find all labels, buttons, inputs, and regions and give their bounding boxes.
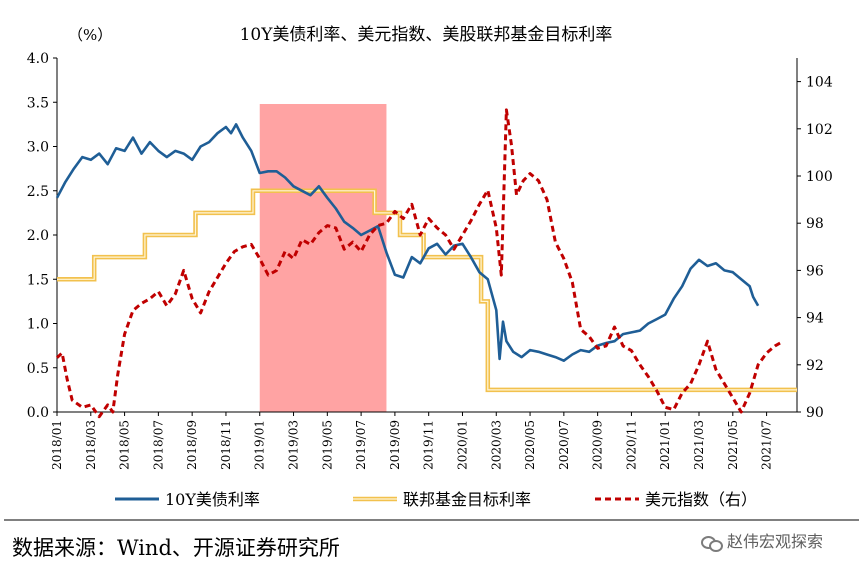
wechat-icon <box>700 534 723 552</box>
right-tick-label: 96 <box>806 263 824 279</box>
x-tick-label: 2019/05 <box>320 420 334 470</box>
left-tick-label: 2.0 <box>27 228 49 244</box>
right-tick-label: 92 <box>806 358 824 374</box>
x-tick-label: 2020/09 <box>591 420 605 470</box>
right-tick-label: 100 <box>806 169 833 185</box>
legend-label-0: 10Y美债利率 <box>165 490 260 509</box>
left-tick-label: 2.5 <box>27 184 49 200</box>
x-tick-label: 2020/05 <box>523 420 537 470</box>
x-tick-label: 2019/07 <box>354 420 368 470</box>
x-tick-label: 2021/05 <box>726 420 740 470</box>
x-tick-label: 2018/05 <box>118 420 132 470</box>
x-tick-label: 2021/01 <box>658 420 672 470</box>
left-tick-label: 4.0 <box>27 51 49 67</box>
right-tick-label: 94 <box>806 311 824 327</box>
x-tick-label: 2020/07 <box>557 420 571 470</box>
left-tick-label: 0.0 <box>27 405 49 421</box>
chart: 10Y美债利率、美元指数、美股联邦基金目标利率 （%） 0.0 0.5 1.0 1.5 2.… <box>4 25 859 521</box>
x-tick-label: 2018/01 <box>50 420 64 470</box>
x-tick-label: 2021/07 <box>760 420 774 470</box>
right-tick-label: 98 <box>806 216 824 232</box>
x-tick-label: 2018/03 <box>84 420 98 470</box>
x-tick-label: 2019/11 <box>422 420 436 470</box>
x-tick-label: 2020/01 <box>455 420 469 470</box>
watermark: 赵伟宏观探索 <box>700 528 823 552</box>
left-tick-label: 0.5 <box>27 361 49 377</box>
x-tick-label: 2018/11 <box>219 420 233 470</box>
right-tick-label: 102 <box>806 122 833 138</box>
watermark-text: 赵伟宏观探索 <box>726 532 823 551</box>
highlight-band <box>259 104 387 412</box>
left-axis-unit: （%） <box>68 26 112 44</box>
series-line-2 <box>55 108 785 419</box>
left-tick-label: 3.0 <box>27 140 49 156</box>
right-tick-label: 104 <box>806 75 833 91</box>
left-tick-label: 1.0 <box>27 317 49 333</box>
x-tick-label: 2019/09 <box>388 420 402 470</box>
x-tick-label: 2020/03 <box>489 420 503 470</box>
data-source: 数据来源：Wind、开源证券研究所 <box>12 536 340 560</box>
right-tick-label: 90 <box>806 405 824 421</box>
legend-label-2: 美元指数（右） <box>645 490 757 509</box>
x-tick-label: 2021/03 <box>692 420 706 470</box>
x-tick-label: 2020/11 <box>624 420 638 470</box>
x-tick-label: 2019/01 <box>253 420 267 470</box>
chart-title: 10Y美债利率、美元指数、美股联邦基金目标利率 <box>240 25 613 45</box>
left-tick-label: 3.5 <box>27 95 49 111</box>
series-line-0 <box>55 123 760 362</box>
x-tick-label: 2018/07 <box>151 420 165 470</box>
x-tick-label: 2018/09 <box>185 420 199 470</box>
series-line-1-inner <box>57 190 797 391</box>
legend-label-1: 联邦基金目标利率 <box>403 490 531 509</box>
left-tick-label: 1.5 <box>27 272 49 288</box>
x-tick-label: 2019/03 <box>287 420 301 470</box>
series-line-1 <box>57 188 797 393</box>
